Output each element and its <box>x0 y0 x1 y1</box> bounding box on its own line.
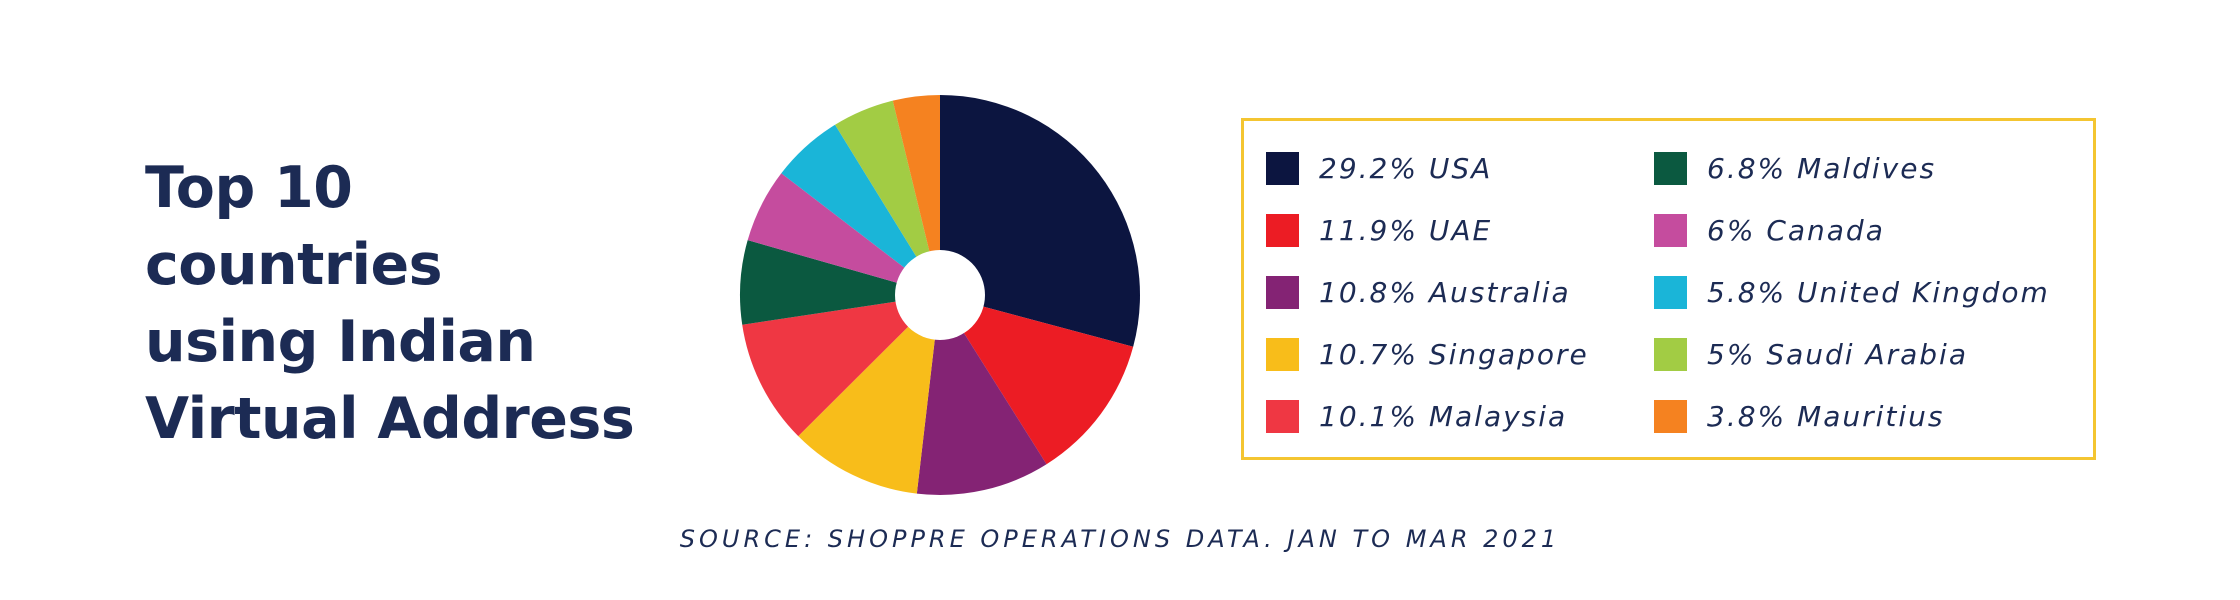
pie-slice-canada <box>747 173 940 295</box>
legend-item: 6% Canada <box>1654 211 1885 249</box>
legend-item: 6.8% Maldives <box>1654 149 1936 187</box>
pie-slice-saudi-arabia <box>835 100 940 295</box>
legend-item: 3.8% Mauritius <box>1654 397 1944 435</box>
pie-slice-usa <box>940 95 1140 347</box>
legend-swatch <box>1266 399 1299 433</box>
pie-slice-maldives <box>740 240 940 325</box>
legend-item: 10.8% Australia <box>1266 273 1571 311</box>
pie-center-hole <box>895 250 985 340</box>
pie-slice-mauritius <box>892 95 940 295</box>
legend-label: 6.8% Maldives <box>1707 151 1937 185</box>
legend-label: 5.8% United Kingdom <box>1707 275 2050 309</box>
legend-label: 5% Saudi Arabia <box>1707 337 1968 371</box>
legend-label: 29.2% USA <box>1319 151 1493 185</box>
legend-swatch <box>1266 213 1299 247</box>
chart-title-line: Top 10 <box>145 155 353 221</box>
legend-label: 3.8% Mauritius <box>1707 399 1945 433</box>
legend-item: 10.1% Malaysia <box>1266 397 1567 435</box>
chart-title-line: using Indian <box>145 309 536 375</box>
legend-label: 10.1% Malaysia <box>1319 399 1568 433</box>
legend-swatch <box>1266 337 1299 371</box>
legend: 29.2% USA 11.9% UAE 10.8% Australia 10.7% S… <box>1241 118 2096 460</box>
legend-item: 11.9% UAE <box>1266 211 1492 249</box>
pie-slice-united-kingdom <box>781 124 940 295</box>
chart-title: Top 10 countries using Indian Virtual Ad… <box>145 150 705 458</box>
pie-slice-singapore <box>798 295 940 494</box>
legend-swatch <box>1654 337 1687 371</box>
legend-swatch <box>1266 275 1299 309</box>
chart-title-line: Virtual Address <box>145 386 635 452</box>
legend-swatch <box>1654 399 1687 433</box>
legend-item: 10.7% Singapore <box>1266 335 1589 373</box>
legend-swatch <box>1654 213 1687 247</box>
legend-label: 10.8% Australia <box>1319 275 1571 309</box>
legend-label: 6% Canada <box>1707 213 1885 247</box>
legend-item: 5.8% United Kingdom <box>1654 273 2050 311</box>
legend-item: 29.2% USA <box>1266 149 1492 187</box>
chart-title-line: countries <box>145 232 443 298</box>
legend-swatch <box>1654 151 1687 185</box>
pie-slice-malaysia <box>742 295 940 437</box>
legend-label: 10.7% Singapore <box>1319 337 1589 371</box>
pie-slice-uae <box>940 295 1134 465</box>
pie-slice-australia <box>916 295 1047 495</box>
legend-swatch <box>1266 151 1299 185</box>
legend-item: 5% Saudi Arabia <box>1654 335 1968 373</box>
pie-chart <box>740 95 1140 495</box>
legend-label: 11.9% UAE <box>1319 213 1493 247</box>
legend-swatch <box>1654 275 1687 309</box>
source-note: SOURCE: SHOPPRE OPERATIONS DATA. JAN TO … <box>679 525 1561 553</box>
